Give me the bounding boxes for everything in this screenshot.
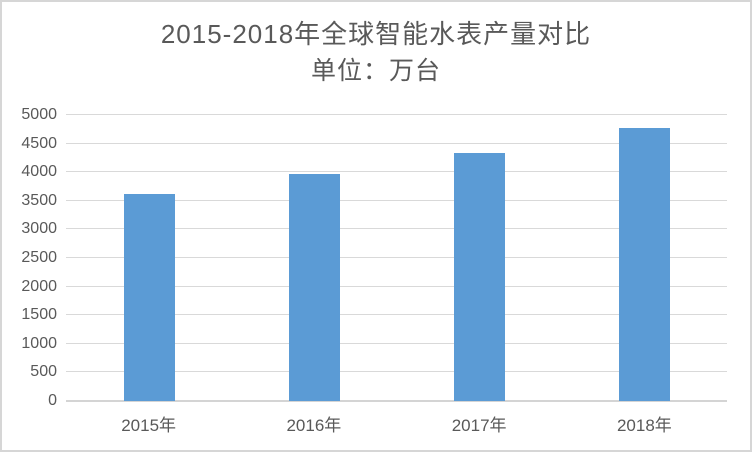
gridline xyxy=(66,371,727,373)
chart-subtitle: 单位：万台 xyxy=(310,57,441,85)
gridline xyxy=(66,199,727,201)
bar-2015年 xyxy=(123,193,175,401)
plot-area: 0 500 1000 1500 2000 2500 3000 3500 4000 4500 5000… xyxy=(21,107,727,435)
gridline xyxy=(66,285,727,287)
gridline xyxy=(66,142,727,144)
bar-2017年 xyxy=(454,152,506,401)
bar-2016年 xyxy=(288,173,340,401)
chart-title: 2015-2018年全球智能水表产量对比 xyxy=(160,19,592,49)
gridline xyxy=(66,314,727,316)
y-tick-label: 5000 xyxy=(21,106,57,123)
y-tick-label: 2000 xyxy=(21,277,57,295)
y-tick-label: 2500 xyxy=(21,249,57,266)
y-tick-label: 1000 xyxy=(21,334,57,352)
gridline xyxy=(66,114,727,115)
bars-container xyxy=(66,115,727,401)
gridline xyxy=(66,257,727,258)
y-tick-label: 500 xyxy=(30,363,57,381)
chart-title-block: 2015-2018年全球智能水表产量对比 单位：万台 xyxy=(2,16,750,90)
gridline xyxy=(66,342,727,344)
y-tick-label: 3000 xyxy=(21,220,57,238)
x-tick-label: 2016年 xyxy=(286,416,342,435)
bar-2018年 xyxy=(619,128,671,401)
y-tick-label: 0 xyxy=(48,392,57,409)
y-tick-label: 4000 xyxy=(21,163,57,181)
x-tick-label: 2018年 xyxy=(616,416,672,435)
bar-slot xyxy=(66,115,231,401)
y-tick-label: 4500 xyxy=(21,134,57,152)
gridlines xyxy=(66,114,727,402)
x-tick-label: 2017年 xyxy=(451,416,507,435)
x-tick-label: 2015年 xyxy=(121,416,177,435)
bar-slot xyxy=(562,115,727,401)
bar-slot xyxy=(397,115,562,401)
y-tick-label: 1500 xyxy=(21,306,57,324)
x-axis-line xyxy=(66,400,727,402)
bar-slot xyxy=(231,115,396,401)
x-axis-labels: 2015年 2016年 2017年 2018年 xyxy=(66,411,727,436)
gridline xyxy=(66,228,727,230)
gridline xyxy=(66,171,727,173)
y-tick-label: 3500 xyxy=(21,191,57,209)
